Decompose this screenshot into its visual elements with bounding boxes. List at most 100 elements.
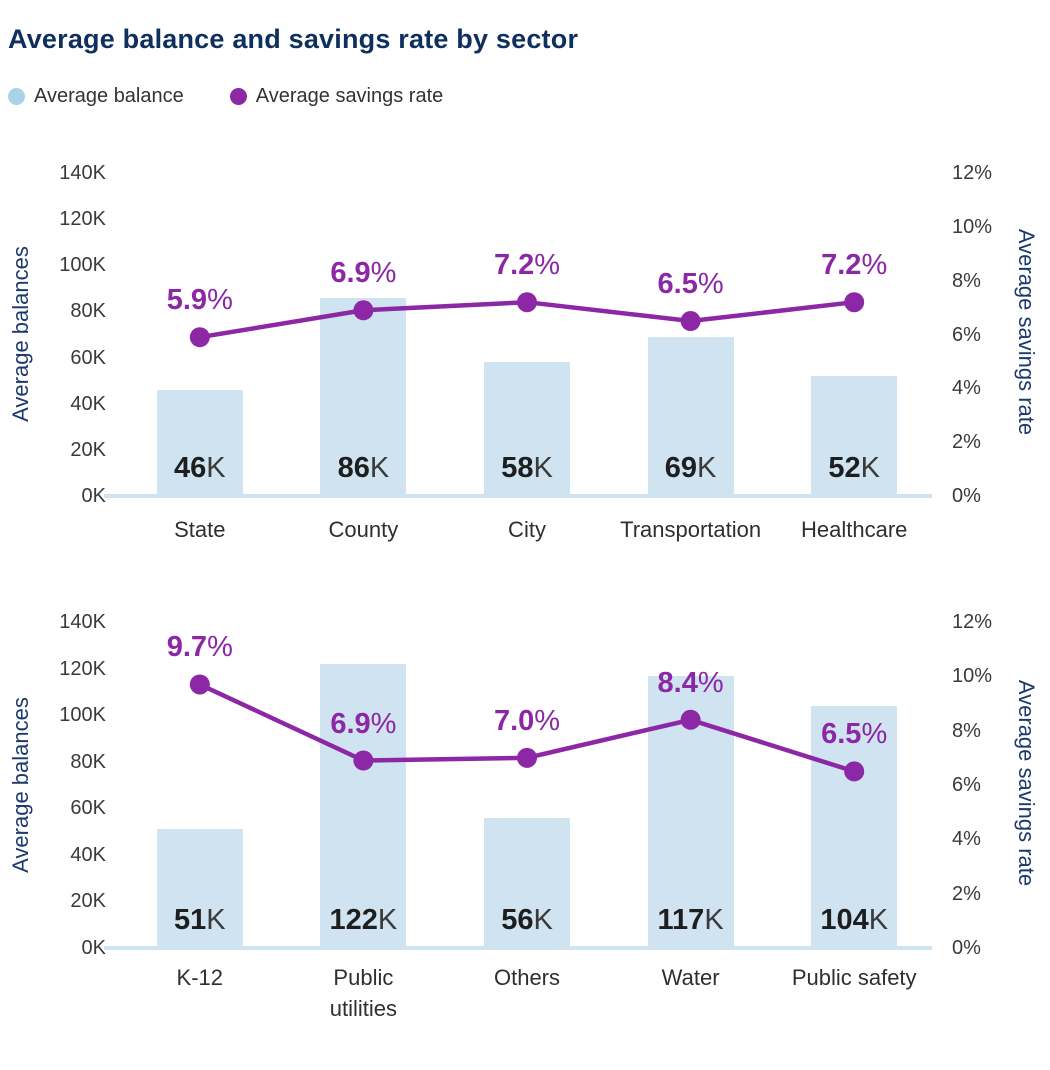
savings-rate-value-label: 7.0% xyxy=(494,705,560,737)
bar-value-label: 122K xyxy=(330,904,398,936)
bar-value-unit: K xyxy=(377,904,398,936)
savings-rate-value-label: 7.2% xyxy=(494,249,560,281)
right-axis-tick-label: 4% xyxy=(952,377,981,400)
bottom-left-axis-title: Average balances xyxy=(8,697,33,873)
savings-rate-value-label: 6.9% xyxy=(330,257,396,289)
left-axis-tick-label: 40K xyxy=(70,392,106,415)
bar-value: 46 xyxy=(173,452,207,484)
bar xyxy=(811,376,898,498)
savings-rate-value: 6.9 xyxy=(330,257,371,290)
bar-value: 69 xyxy=(664,452,698,484)
category-label: Transportation xyxy=(620,517,762,542)
left-axis-tick-label: 20K xyxy=(70,890,106,913)
savings-rate-value-label: 8.4% xyxy=(658,667,724,699)
bar-value: 52 xyxy=(828,452,861,484)
savings-rate-unit: % xyxy=(207,284,233,317)
bar-value-unit: K xyxy=(206,452,226,484)
right-axis-tick-label: 6% xyxy=(952,323,981,346)
savings-rate-unit: % xyxy=(697,666,724,699)
balance-legend-label: Average balance xyxy=(34,85,184,107)
right-axis-tick-label: 0% xyxy=(952,937,981,959)
savings-rate-value-label: 6.5% xyxy=(821,718,887,750)
balance-legend-dot-icon xyxy=(8,88,25,105)
left-axis-tick-label: 0K xyxy=(81,485,106,507)
savings-rate-value-label: 6.5% xyxy=(658,268,724,300)
savings-rate-unit: % xyxy=(861,249,888,282)
bar xyxy=(484,817,570,950)
savings-rate-value: 7.0 xyxy=(493,704,535,737)
bar-value-unit: K xyxy=(860,452,880,484)
savings-rate-value: 7.2 xyxy=(493,249,535,282)
savings-rate-unit: % xyxy=(534,249,561,282)
left-axis-tick-label: 140K xyxy=(59,611,106,633)
left-axis-tick-label: 80K xyxy=(70,750,106,773)
savings-rate-value-label: 7.2% xyxy=(821,249,887,281)
bar-value-unit: K xyxy=(868,904,889,936)
savings-rate-unit: % xyxy=(370,257,397,290)
bar-value-unit: K xyxy=(533,452,553,484)
line-point-marker xyxy=(189,674,210,695)
left-axis-tick-label: 20K xyxy=(70,438,106,461)
bar xyxy=(156,829,243,950)
savings-rate-value: 6.5 xyxy=(657,268,698,301)
right-axis-tick-label: 2% xyxy=(952,431,981,454)
category-label: County xyxy=(328,517,399,542)
category-label: K-12 xyxy=(176,965,224,990)
savings-rate-value: 6.5 xyxy=(821,718,862,751)
savings-rate-value-label: 5.9% xyxy=(167,284,233,316)
bottom-right-axis-title: Average savings rate xyxy=(1014,679,1039,887)
left-axis-tick-label: 120K xyxy=(59,657,106,680)
bar-value-label: 51K xyxy=(174,904,226,936)
right-axis-tick-label: 0% xyxy=(952,485,981,507)
savings-legend-dot-icon xyxy=(229,88,247,105)
savings-rate-unit: % xyxy=(534,704,561,737)
savings-rate-value: 8.4 xyxy=(657,666,698,699)
category-label: Water xyxy=(661,965,720,990)
bar-value-unit: K xyxy=(533,904,553,936)
bar-value-unit: K xyxy=(369,452,390,484)
bar-value: 86 xyxy=(337,452,370,484)
category-label: State xyxy=(174,517,226,542)
bar-value-label: 46K xyxy=(174,452,226,484)
bar-value-label: 69K xyxy=(665,452,717,484)
right-axis-tick-label: 10% xyxy=(952,215,993,238)
savings-rate-value-label: 6.9% xyxy=(330,708,396,740)
bar-value: 122 xyxy=(329,904,378,936)
right-axis-tick-label: 12% xyxy=(952,162,993,184)
bar-value: 117 xyxy=(657,904,705,936)
savings-legend-label: Average savings rate xyxy=(255,85,444,107)
left-axis-tick-label: 140K xyxy=(59,162,106,184)
bar-value-unit: K xyxy=(697,452,717,484)
left-axis-tick-label: 60K xyxy=(70,346,106,369)
bar-value-label: 86K xyxy=(338,452,390,484)
category-label: City xyxy=(508,517,546,542)
savings-rate-unit: % xyxy=(861,718,888,751)
right-axis-tick-label: 6% xyxy=(952,774,981,796)
category-label: Public utilities xyxy=(329,965,398,1021)
bar-value-label: 52K xyxy=(828,452,880,484)
bar-value: 56 xyxy=(501,904,534,936)
bar-value-label: 117K xyxy=(658,904,724,936)
savings-rate-value: 5.9 xyxy=(166,284,208,317)
bar-value-label: 104K xyxy=(820,904,888,936)
legend-item-balance: Average balance xyxy=(8,85,184,108)
bar-value: 104 xyxy=(820,904,869,936)
right-axis-tick-label: 8% xyxy=(952,719,981,742)
category-label: Others xyxy=(493,965,561,990)
right-axis-tick-label: 10% xyxy=(952,665,993,688)
bar-value-label: 58K xyxy=(501,452,553,484)
bar-value: 51 xyxy=(173,904,207,936)
savings-rate-unit: % xyxy=(697,268,724,301)
savings-rate-unit: % xyxy=(207,631,233,664)
right-axis-tick-label: 2% xyxy=(952,882,981,905)
left-axis-tick-label: 120K xyxy=(59,208,106,231)
bar-value-unit: K xyxy=(704,904,724,936)
line-point-marker xyxy=(517,747,537,768)
category-label: Public safety xyxy=(791,965,917,990)
left-axis-tick-label: 80K xyxy=(70,300,106,323)
savings-rate-value: 9.7 xyxy=(166,631,208,664)
bar xyxy=(647,336,734,498)
